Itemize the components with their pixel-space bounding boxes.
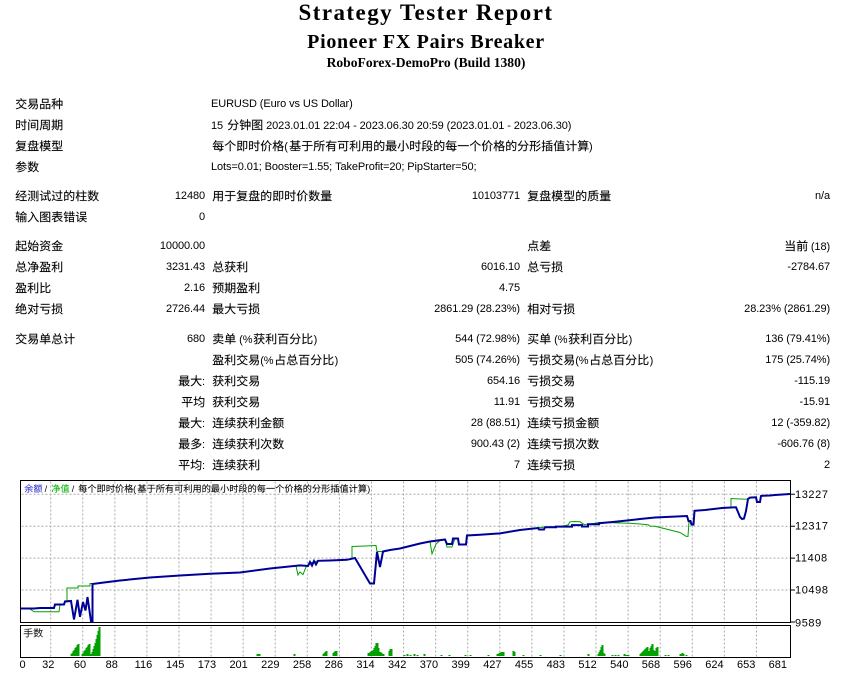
svg-text:342: 342 xyxy=(388,659,406,671)
svg-text:13227: 13227 xyxy=(795,489,829,501)
svg-text:258: 258 xyxy=(293,659,311,671)
svg-text:88: 88 xyxy=(106,659,118,671)
svg-text:512: 512 xyxy=(578,659,596,671)
svg-text:596: 596 xyxy=(674,659,692,671)
svg-text:12317: 12317 xyxy=(795,521,829,533)
svg-text:370: 370 xyxy=(420,659,438,671)
svg-text:540: 540 xyxy=(610,659,628,671)
svg-text:9589: 9589 xyxy=(795,618,822,630)
svg-text:286: 286 xyxy=(325,659,343,671)
svg-text:145: 145 xyxy=(166,659,184,671)
svg-text:60: 60 xyxy=(74,659,86,671)
svg-text:455: 455 xyxy=(515,659,533,671)
svg-text:11408: 11408 xyxy=(795,553,828,565)
svg-text:10498: 10498 xyxy=(795,585,829,597)
svg-text:483: 483 xyxy=(547,659,565,671)
svg-text:399: 399 xyxy=(451,659,469,671)
svg-text:32: 32 xyxy=(42,659,54,671)
svg-text:229: 229 xyxy=(261,659,279,671)
svg-text:0: 0 xyxy=(19,659,25,671)
svg-text:173: 173 xyxy=(198,659,216,671)
svg-text:427: 427 xyxy=(483,659,501,671)
svg-text:624: 624 xyxy=(705,659,723,671)
svg-text:201: 201 xyxy=(229,659,247,671)
svg-text:314: 314 xyxy=(356,659,374,671)
svg-text:681: 681 xyxy=(769,659,787,671)
svg-text:653: 653 xyxy=(737,659,755,671)
svg-text:568: 568 xyxy=(642,659,660,671)
svg-text:116: 116 xyxy=(135,659,153,671)
